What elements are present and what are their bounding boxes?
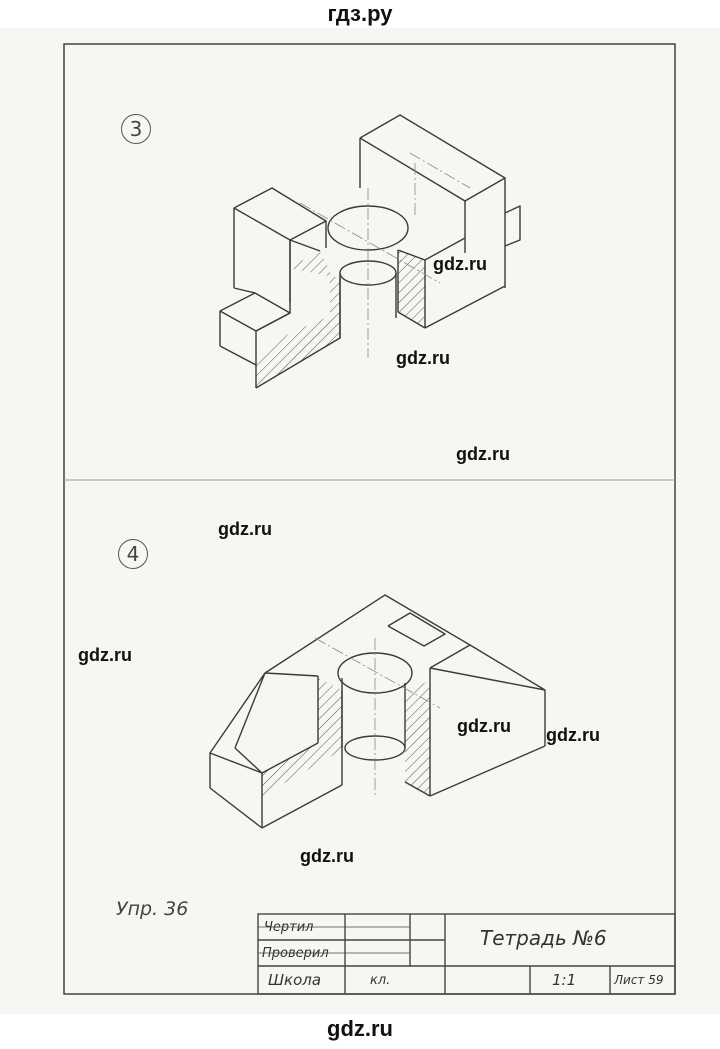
watermark: gdz.ru (300, 846, 354, 866)
figure-4-number: 4 (118, 539, 148, 569)
sheet-number: Лист 59 (614, 973, 664, 987)
site-footer: gdz.ru (327, 1016, 393, 1041)
watermark: gdz.ru (456, 444, 510, 464)
watermark: gdz.ru (546, 725, 600, 745)
title-block-lines (257, 913, 676, 995)
watermark: gdz.ru (396, 348, 450, 368)
figure-3-isometric (219, 114, 521, 389)
drawing-sheet: 3 4 Упр. 36 Чертил Проверил Школа кл. Те… (0, 28, 720, 1014)
site-header: гдз.ру (327, 1, 393, 26)
class-label: кл. (370, 973, 391, 988)
scale-value: 1:1 (552, 971, 577, 989)
figure-3-number: 3 (121, 114, 151, 144)
school-label: Школа (268, 971, 322, 989)
notebook-title: Тетрадь №6 (480, 926, 607, 950)
exercise-label: Упр. 36 (116, 898, 189, 920)
checked-label: Проверил (262, 946, 329, 961)
watermark: gdz.ru (78, 645, 132, 665)
drawing-frame (63, 43, 676, 995)
drew-label: Чертил (264, 920, 314, 935)
figure-4-isometric (209, 594, 546, 829)
technical-drawing (63, 43, 676, 995)
watermark: gdz.ru (457, 716, 511, 736)
watermark: gdz.ru (433, 254, 487, 274)
watermark: gdz.ru (218, 519, 272, 539)
